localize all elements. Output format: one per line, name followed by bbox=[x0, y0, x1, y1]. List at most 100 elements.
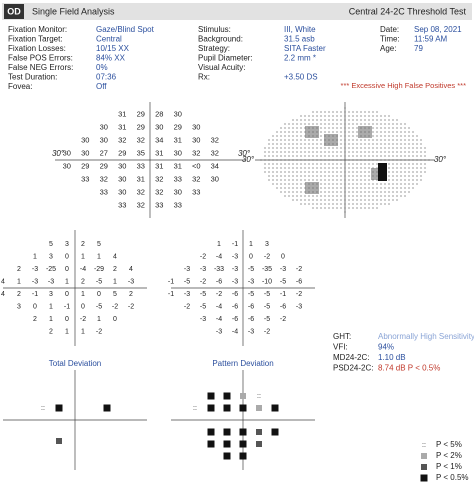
gray-dot bbox=[316, 179, 318, 181]
gray-dot bbox=[348, 167, 350, 169]
gray-dot bbox=[308, 123, 310, 125]
gray-dot bbox=[408, 191, 410, 193]
gray-dot bbox=[356, 115, 358, 117]
gray-dot bbox=[356, 151, 358, 153]
gray-dot bbox=[420, 171, 422, 173]
gray-dot bbox=[352, 123, 354, 125]
gray-dot bbox=[300, 203, 302, 205]
gray-dot bbox=[392, 163, 394, 165]
gray-dot bbox=[288, 171, 290, 173]
gray-dot bbox=[276, 155, 278, 157]
gray-dot bbox=[348, 191, 350, 193]
gray-dot bbox=[360, 111, 362, 113]
grid-value: 32 bbox=[211, 148, 219, 157]
gray-dot bbox=[408, 183, 410, 185]
grid-value: 33 bbox=[155, 200, 163, 209]
gray-dot bbox=[392, 119, 394, 121]
gray-dot bbox=[392, 191, 394, 193]
gray-dot bbox=[368, 183, 370, 185]
gray-dot bbox=[324, 123, 326, 125]
grid-value: 0 bbox=[281, 254, 285, 261]
gray-dot bbox=[316, 151, 318, 153]
gray-dot bbox=[288, 191, 290, 193]
gray-dot bbox=[416, 147, 418, 149]
gray-dot bbox=[356, 123, 358, 125]
gray-dot bbox=[348, 147, 350, 149]
gray-dot bbox=[324, 195, 326, 197]
gray-dot bbox=[380, 143, 382, 145]
gray-dot bbox=[388, 187, 390, 189]
gray-dot bbox=[368, 167, 370, 169]
gray-dot bbox=[348, 155, 350, 157]
gray-dot bbox=[276, 151, 278, 153]
gray-dot bbox=[272, 135, 274, 137]
gray-dot bbox=[372, 119, 374, 121]
prob-symbol: :: bbox=[257, 393, 261, 400]
gray-dot bbox=[376, 135, 378, 137]
gray-dot bbox=[308, 179, 310, 181]
gray-dot bbox=[372, 207, 374, 209]
gray-dot bbox=[280, 143, 282, 145]
gray-dot bbox=[312, 199, 314, 201]
prob-symbol bbox=[240, 393, 246, 399]
blind-spot bbox=[378, 163, 387, 181]
gray-dot bbox=[272, 143, 274, 145]
gray-dot bbox=[340, 171, 342, 173]
gray-dot bbox=[376, 151, 378, 153]
gray-dot bbox=[368, 111, 370, 113]
grid-value: -5 bbox=[96, 304, 102, 311]
grid-value: <0 bbox=[192, 161, 201, 170]
gray-dot bbox=[376, 139, 378, 141]
info-label: Background: bbox=[198, 35, 243, 44]
grid-value: -2 bbox=[264, 329, 270, 336]
grid-value: 29 bbox=[100, 161, 108, 170]
grid-value: -3 bbox=[200, 316, 206, 323]
gray-dot bbox=[300, 127, 302, 129]
gray-dot bbox=[372, 163, 374, 165]
gray-dot bbox=[352, 143, 354, 145]
gray-dot bbox=[272, 147, 274, 149]
grid-value: 30 bbox=[174, 109, 182, 118]
gray-dot bbox=[268, 179, 270, 181]
gray-dot bbox=[300, 131, 302, 133]
gray-dot bbox=[360, 147, 362, 149]
gray-dot bbox=[280, 135, 282, 137]
gray-dot bbox=[284, 127, 286, 129]
grid-value: 30 bbox=[174, 187, 182, 196]
gray-dot bbox=[340, 187, 342, 189]
gray-dot bbox=[424, 151, 426, 153]
gray-dot bbox=[404, 195, 406, 197]
gray-dot bbox=[312, 167, 314, 169]
gray-dot bbox=[396, 143, 398, 145]
gray-dot bbox=[376, 143, 378, 145]
gray-dot bbox=[340, 191, 342, 193]
grid-value: 2 bbox=[17, 266, 21, 273]
gray-dot bbox=[296, 187, 298, 189]
gray-dot bbox=[296, 163, 298, 165]
gray-dot bbox=[316, 143, 318, 145]
prob-symbol bbox=[420, 474, 428, 482]
grid-value: -5 bbox=[248, 266, 254, 273]
grid-value: 5 bbox=[113, 291, 117, 298]
gray-dot bbox=[292, 195, 294, 197]
gray-dot bbox=[372, 147, 374, 149]
gray-dot bbox=[300, 147, 302, 149]
gray-dot bbox=[292, 183, 294, 185]
prob-symbol bbox=[271, 404, 279, 412]
gray-dot bbox=[412, 163, 414, 165]
gray-dot bbox=[340, 199, 342, 201]
gray-dot bbox=[348, 187, 350, 189]
gray-dot bbox=[300, 143, 302, 145]
gray-dot bbox=[336, 111, 338, 113]
gray-dot bbox=[264, 167, 266, 169]
gray-dot bbox=[384, 195, 386, 197]
gray-dot bbox=[340, 183, 342, 185]
gray-dot bbox=[284, 195, 286, 197]
gray-dot bbox=[316, 147, 318, 149]
prob-symbol bbox=[256, 405, 262, 411]
gray-dot bbox=[360, 195, 362, 197]
gray-dot bbox=[360, 143, 362, 145]
gray-dot bbox=[392, 151, 394, 153]
gray-dot bbox=[304, 167, 306, 169]
gray-dot bbox=[364, 187, 366, 189]
